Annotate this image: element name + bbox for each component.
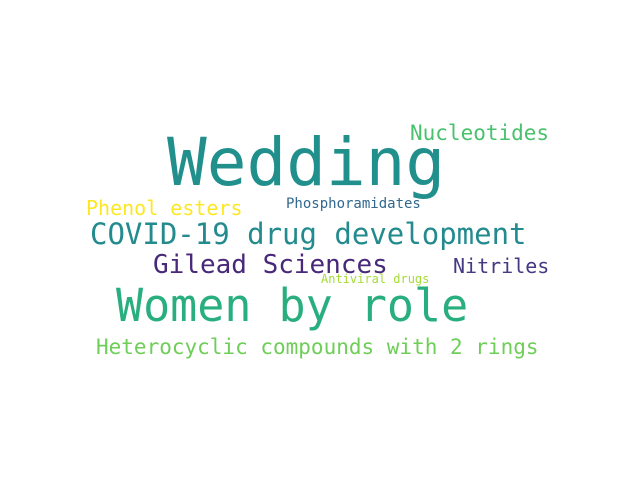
word-wedding: Wedding — [167, 124, 446, 201]
word-gilead-sciences: Gilead Sciences — [153, 250, 388, 280]
word-women-by-role: Women by role — [116, 279, 469, 332]
word-phenol-esters: Phenol esters — [86, 196, 243, 220]
word-antiviral-drugs: Antiviral drugs — [321, 272, 430, 286]
word-heterocyclic-compounds: Heterocyclic compounds with 2 rings — [96, 335, 539, 359]
word-phosphoramidates: Phosphoramidates — [286, 196, 421, 212]
word-nitriles: Nitriles — [453, 254, 550, 278]
word-nucleotides: Nucleotides — [410, 121, 550, 145]
word-covid-19-drug-development: COVID-19 drug development — [90, 217, 527, 251]
